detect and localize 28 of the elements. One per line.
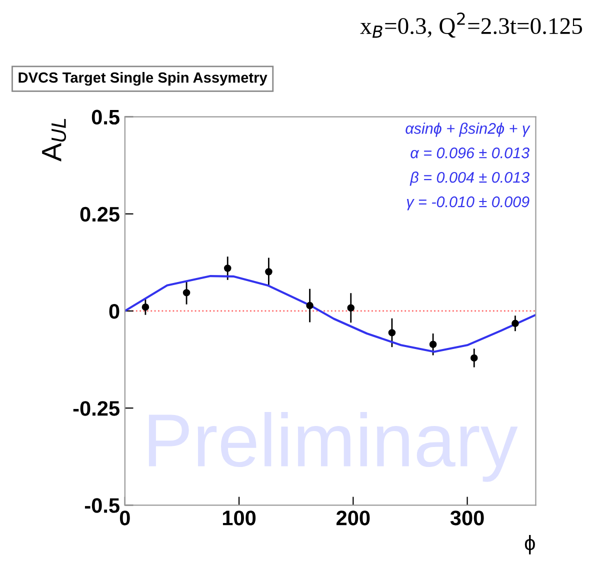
y-tick-label: 0.5 [92,110,120,125]
x-axis-title: ϕ [524,534,535,554]
y-tick-label: -0.25 [73,401,120,416]
x-tick-label: 200 [336,510,370,526]
y-tick-label: 0 [109,304,120,319]
line-series [124,274,536,353]
point [306,302,314,310]
x-tick-label: 300 [450,510,484,526]
annotation: γ = -0.010 ± 0.009 [406,196,530,210]
point [182,289,190,296]
point [429,340,437,348]
chart-title: DVCS Target Single Spin Assymetry [18,72,268,86]
y-axis-title: A$_{UL}$ [42,118,66,162]
y-tick-label: 0.25 [80,206,120,222]
annotation: α = 0.096 ± 0.013 [410,147,530,158]
x-tick-label: 100 [222,510,256,526]
y-tick-label: -0.5 [84,498,120,513]
point [265,268,272,276]
point [512,320,519,328]
point [347,304,355,312]
x-tick-label: 0 [120,510,130,526]
point [224,264,232,272]
point [388,329,396,336]
point [142,303,150,311]
point [470,354,478,362]
chart-subtitle: x$_{B}$=0.3, Q$^{2}$=2.3t=0.125 [360,12,582,38]
annotation: αsinϕ + βsin2ϕ + γ [406,122,530,137]
annotation: β = 0.004 ± 0.013 [410,172,530,186]
